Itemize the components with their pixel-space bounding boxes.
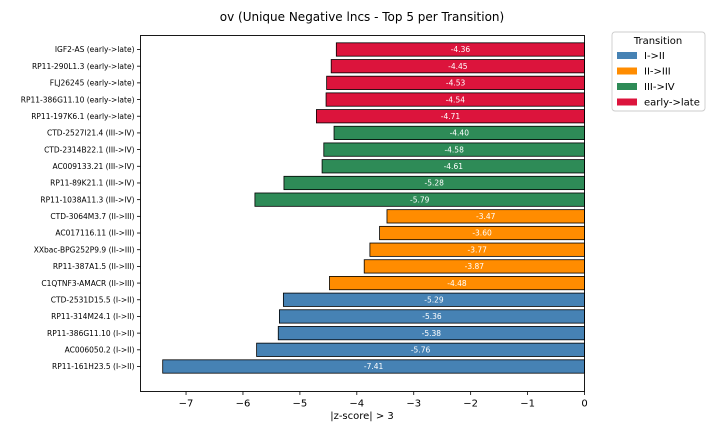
bar-value-label: -4.40: [450, 129, 470, 138]
x-tick-label: −1: [520, 399, 535, 410]
chart-title: ov (Unique Negative lncs - Top 5 per Tra…: [220, 10, 504, 24]
y-tick-label: RP11-161H23.5 (I->II): [52, 362, 135, 371]
y-tick-label: IGF2-AS (early->late): [55, 45, 135, 54]
bar-value-label: -4.36: [451, 45, 471, 54]
plot-frame: [140, 35, 585, 392]
legend-swatch: [617, 67, 637, 75]
y-tick-label: AC009133.21 (III->IV): [53, 162, 135, 171]
y-tick-label: RP11-89K21.1 (III->IV): [50, 179, 134, 188]
y-tick-label: RP11-1038A11.3 (III->IV): [40, 195, 134, 204]
bar-value-label: -3.87: [465, 262, 485, 271]
y-tick-label: CTD-2314B22.1 (III->IV): [44, 145, 135, 154]
x-tick-label: −2: [463, 399, 478, 410]
legend-items: I->II II->III III->IV early->late: [617, 51, 700, 109]
legend: Transition I->II II->III III->IV early->lat…: [611, 31, 706, 112]
legend-frame: [611, 31, 706, 112]
bars-layer: -4.36 -4.45 -4.53 -4.54 -4.71 -4.40 -4.58 -4.61…: [162, 42, 585, 374]
y-tick-label: RP11-387A1.5 (II->III): [53, 262, 135, 271]
x-tick-label: −3: [406, 399, 421, 410]
bar-value-label: -5.38: [422, 329, 442, 338]
legend-entry-label: III->IV: [644, 82, 675, 93]
bar-value-label: -4.58: [444, 145, 464, 154]
bar-value-label: -5.76: [411, 346, 431, 355]
x-tick-label: 0: [581, 399, 587, 410]
bar-value-label: -5.28: [425, 179, 445, 188]
legend-entry-label: II->III: [644, 67, 671, 78]
bar-value-label: -4.45: [448, 62, 468, 71]
legend-swatch: [617, 52, 637, 59]
bar-value-label: -4.61: [444, 162, 464, 171]
legend-entry-label: early->late: [644, 98, 700, 109]
y-tick-label: FLJ26245 (early->late): [50, 79, 135, 88]
x-tick-label: −7: [179, 399, 194, 410]
bar-value-label: -4.53: [446, 79, 466, 88]
legend-swatch: [617, 83, 637, 90]
bar-value-label: -3.47: [476, 212, 496, 221]
x-axis-label: |z-score| > 3: [330, 411, 394, 422]
y-tick-label: RP11-290L1.3 (early->late): [32, 62, 135, 71]
bar-value-label: -7.41: [364, 362, 384, 371]
y-tick-label: AC017116.11 (II->III): [55, 229, 134, 238]
y-tick-label: RP11-386G11.10 (early->late): [21, 95, 135, 104]
bar-value-label: -5.36: [422, 312, 442, 321]
bar-value-label: -5.79: [410, 195, 430, 204]
x-tick-label: −5: [293, 399, 308, 410]
y-tick-labels: IGF2-AS (early->late) RP11-290L1.3 (early…: [21, 45, 141, 371]
x-tick-label: −4: [349, 399, 364, 410]
bar-value-label: -3.60: [472, 229, 492, 238]
bar-value-label: -4.48: [447, 279, 467, 288]
y-tick-label: RP11-314M24.1 (I->II): [51, 312, 134, 321]
legend-title: Transition: [633, 36, 682, 47]
y-tick-label: CTD-3064M3.7 (II->III): [50, 212, 134, 221]
legend-entry-label: I->II: [644, 51, 665, 62]
y-tick-label: C1QTNF3-AMACR (II->III): [41, 279, 134, 288]
legend-swatch: [617, 98, 637, 106]
bar-value-label: -5.29: [424, 295, 444, 304]
y-tick-label: RP11-197K6.1 (early->late): [31, 112, 134, 121]
y-tick-label: RP11-386G11.10 (I->II): [47, 329, 135, 338]
bar-value-label: -4.71: [441, 112, 461, 121]
y-tick-label: AC006050.2 (I->II): [65, 346, 135, 355]
x-tick-label: −6: [236, 399, 251, 410]
y-tick-label: XXbac-BPG252P9.9 (II->III): [34, 245, 135, 254]
y-tick-label: CTD-2531D15.5 (I->II): [51, 295, 135, 304]
bar-value-label: -4.54: [446, 95, 466, 104]
bar-value-label: -3.77: [467, 245, 487, 254]
x-axis: −7 −6 −5 −4 −3 −2 −1 0: [179, 391, 588, 410]
y-tick-label: CTD-2527I21.4 (III->IV): [47, 129, 135, 138]
